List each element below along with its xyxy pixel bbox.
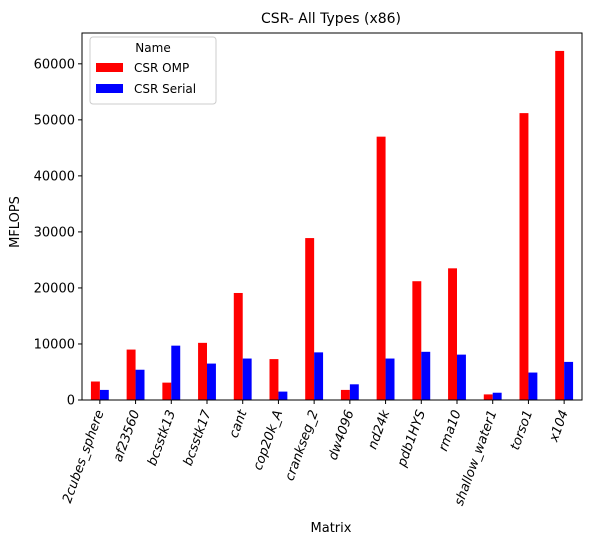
bar-csr-omp: [340, 389, 350, 400]
legend-swatch: [96, 63, 123, 72]
bar-csr-serial: [421, 351, 431, 400]
bar-csr-omp: [305, 238, 315, 400]
bar-csr-serial: [564, 361, 574, 400]
bar-csr-serial: [278, 391, 288, 400]
x-tick-label: 2cubes_sphere: [60, 408, 108, 505]
bar-csr-omp: [198, 342, 207, 400]
bar-csr-serial: [314, 352, 324, 400]
bar-csr-serial: [207, 363, 216, 400]
bar-csr-omp: [412, 281, 422, 400]
bar-csr-omp: [90, 381, 100, 400]
y-tick-label: 50000: [34, 113, 75, 128]
x-tick-label: bcsstk17: [181, 408, 215, 468]
y-tick-label: 0: [67, 394, 75, 409]
axes-frame: [81, 32, 583, 401]
x-tick-label: cop20k_A: [251, 408, 287, 472]
y-tick-label: 10000: [34, 337, 75, 352]
bar-csr-omp: [555, 50, 565, 401]
bar-csr-omp: [448, 268, 457, 400]
x-tick-label: x104: [546, 408, 572, 445]
bar-csr-omp: [162, 382, 172, 400]
bar-csr-omp: [519, 113, 529, 401]
x-tick-label: rma10: [436, 408, 465, 453]
bar-csr-omp: [483, 394, 493, 400]
x-tick-label: nd24k: [365, 408, 393, 452]
bar-csr-omp: [376, 136, 386, 400]
legend-entry: CSR OMP: [134, 61, 189, 75]
x-tick-label: crankseg_2: [282, 408, 321, 483]
y-tick-label: 30000: [34, 225, 75, 240]
bar-csr-serial: [349, 384, 359, 400]
bar-csr-serial: [171, 345, 181, 400]
x-tick-label: af23560: [111, 408, 144, 464]
y-axis-label: MFLOPS: [8, 196, 23, 248]
x-tick-label: cant: [227, 407, 251, 440]
bar-csr-serial: [492, 392, 502, 400]
x-axis-label: Matrix: [311, 521, 352, 536]
bar-csr-omp: [233, 292, 243, 400]
legend-title: Name: [135, 41, 170, 55]
chart-title: CSR- All Types (x86): [261, 11, 401, 27]
y-tick-label: 60000: [34, 57, 75, 72]
bar-csr-serial: [528, 372, 538, 400]
bar-csr-serial: [242, 358, 252, 400]
bar-csr-serial: [135, 369, 145, 400]
x-tick-label: torso1: [508, 408, 536, 452]
bar-csr-serial: [385, 358, 395, 400]
x-tick-label: bcsstk13: [145, 408, 179, 468]
y-tick-label: 20000: [34, 281, 75, 296]
bar-csr-omp: [269, 359, 279, 400]
legend-entry: CSR Serial: [134, 82, 196, 96]
legend-swatch: [96, 84, 123, 93]
bar-csr-omp: [126, 349, 136, 400]
y-tick-label: 40000: [34, 169, 75, 184]
x-tick-label: dw4096: [326, 408, 358, 462]
bar-csr-serial: [457, 354, 466, 400]
x-tick-label: pdb1HYS: [394, 408, 429, 470]
bar-csr-serial: [99, 389, 109, 400]
legend: Name CSR OMP CSR Serial: [89, 36, 217, 105]
